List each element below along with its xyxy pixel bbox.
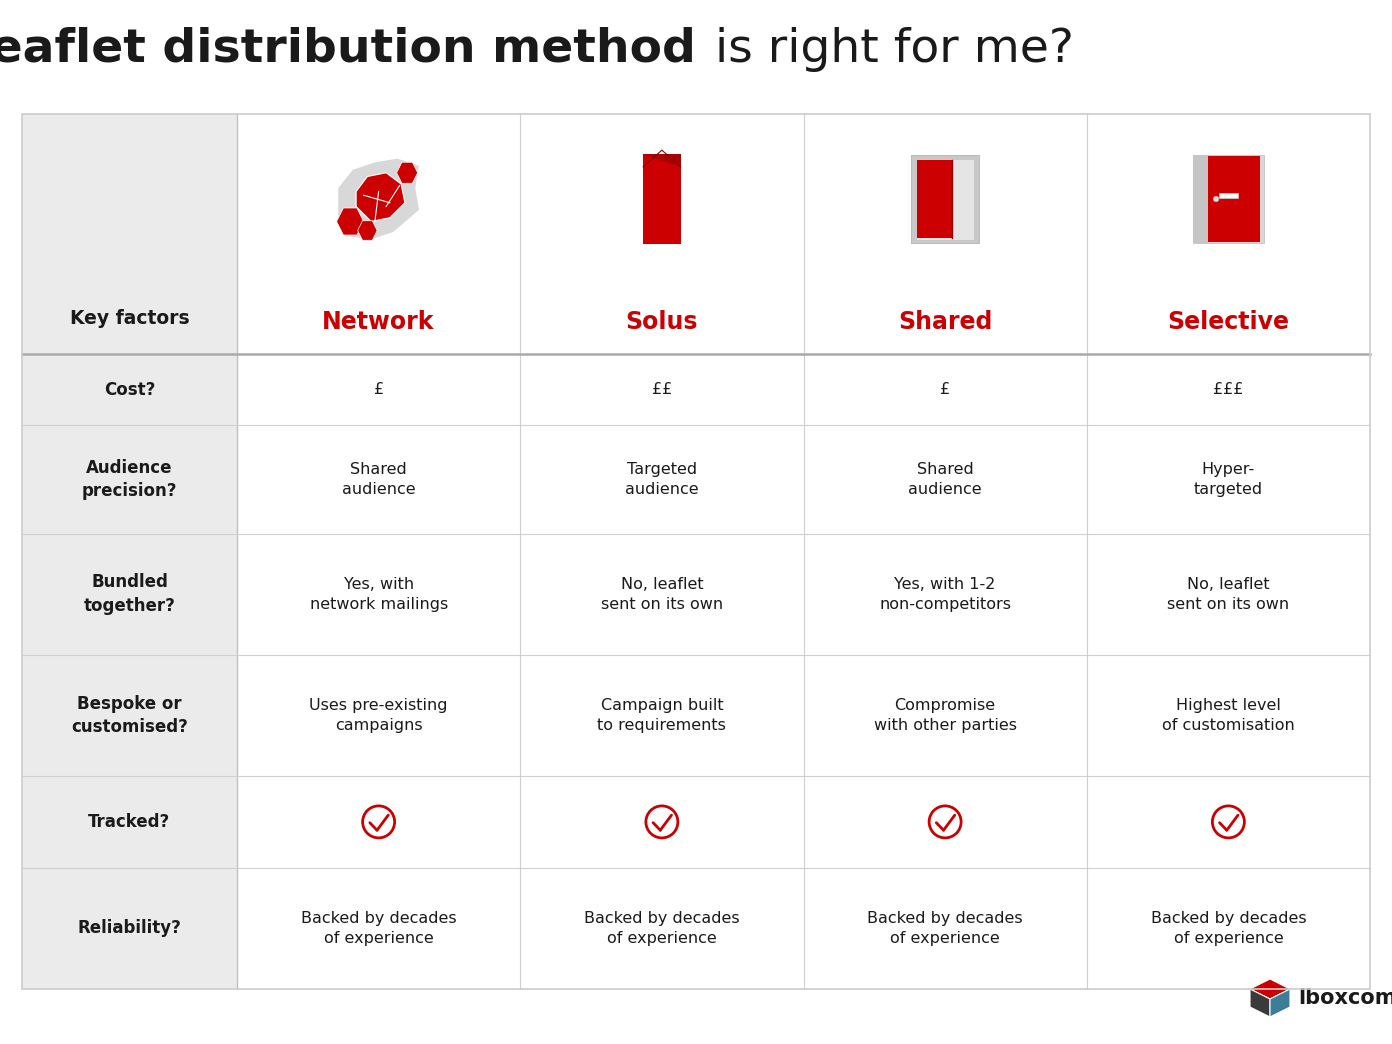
Text: Yes, with 1-2
non-competitors: Yes, with 1-2 non-competitors (880, 577, 1011, 612)
Text: Solus: Solus (625, 310, 699, 334)
Text: Targeted
audience: Targeted audience (625, 461, 699, 497)
Text: Uses pre-existing
campaigns: Uses pre-existing campaigns (309, 698, 448, 733)
Text: is right for me?: is right for me? (700, 26, 1073, 71)
Text: Which leaflet distribution method: Which leaflet distribution method (0, 26, 696, 71)
Bar (916, 160, 952, 238)
Text: Shared
audience: Shared audience (342, 461, 415, 497)
Text: £: £ (373, 382, 384, 397)
Text: £: £ (940, 382, 951, 397)
Bar (22, 114, 237, 354)
Bar (22, 533, 237, 655)
Bar (1193, 155, 1264, 243)
Polygon shape (337, 208, 363, 235)
Polygon shape (337, 158, 420, 240)
Bar (22, 114, 1370, 989)
Text: Shared
audience: Shared audience (909, 461, 981, 497)
Bar (1218, 193, 1239, 198)
Bar (916, 160, 973, 240)
Text: Backed by decades
of experience: Backed by decades of experience (301, 911, 457, 946)
Bar (237, 114, 1370, 989)
Text: Cost?: Cost? (104, 380, 155, 399)
Text: ££: ££ (651, 382, 672, 397)
Text: Compromise
with other parties: Compromise with other parties (874, 698, 1016, 733)
Bar (22, 114, 1370, 989)
Polygon shape (356, 172, 405, 221)
Bar (22, 776, 237, 868)
Polygon shape (1250, 979, 1290, 999)
Text: Backed by decades
of experience: Backed by decades of experience (1151, 911, 1306, 946)
Polygon shape (397, 162, 418, 184)
Text: No, leaflet
sent on its own: No, leaflet sent on its own (601, 577, 722, 612)
Polygon shape (643, 155, 681, 167)
Text: Yes, with
network mailings: Yes, with network mailings (309, 577, 448, 612)
Bar (1208, 157, 1260, 242)
Text: Reliability?: Reliability? (78, 920, 181, 938)
Bar (22, 868, 237, 989)
Text: Network: Network (323, 310, 434, 334)
Circle shape (1214, 196, 1219, 201)
Text: Hyper-
targeted: Hyper- targeted (1194, 461, 1263, 497)
Text: Highest level
of customisation: Highest level of customisation (1162, 698, 1295, 733)
Text: No, leaflet
sent on its own: No, leaflet sent on its own (1168, 577, 1289, 612)
Polygon shape (358, 220, 377, 240)
Text: Selective: Selective (1168, 310, 1289, 334)
Bar (1193, 155, 1208, 243)
Polygon shape (1270, 989, 1290, 1017)
Bar (912, 155, 979, 243)
Text: Backed by decades
of experience: Backed by decades of experience (585, 911, 739, 946)
Text: £££: £££ (1214, 382, 1243, 397)
Text: Audience
precision?: Audience precision? (82, 458, 177, 500)
Bar (22, 655, 237, 776)
Text: Backed by decades
of experience: Backed by decades of experience (867, 911, 1023, 946)
Polygon shape (1250, 989, 1270, 1017)
Text: lboxcomms.com: lboxcomms.com (1297, 988, 1392, 1009)
Text: Key factors: Key factors (70, 309, 189, 329)
Bar (22, 354, 237, 425)
Bar (22, 425, 237, 533)
Text: Tracked?: Tracked? (88, 813, 171, 831)
Bar (643, 155, 681, 244)
Text: Bundled
together?: Bundled together? (84, 573, 175, 615)
Text: Bespoke or
customised?: Bespoke or customised? (71, 694, 188, 736)
Text: Shared: Shared (898, 310, 992, 334)
Text: Campaign built
to requirements: Campaign built to requirements (597, 698, 727, 733)
